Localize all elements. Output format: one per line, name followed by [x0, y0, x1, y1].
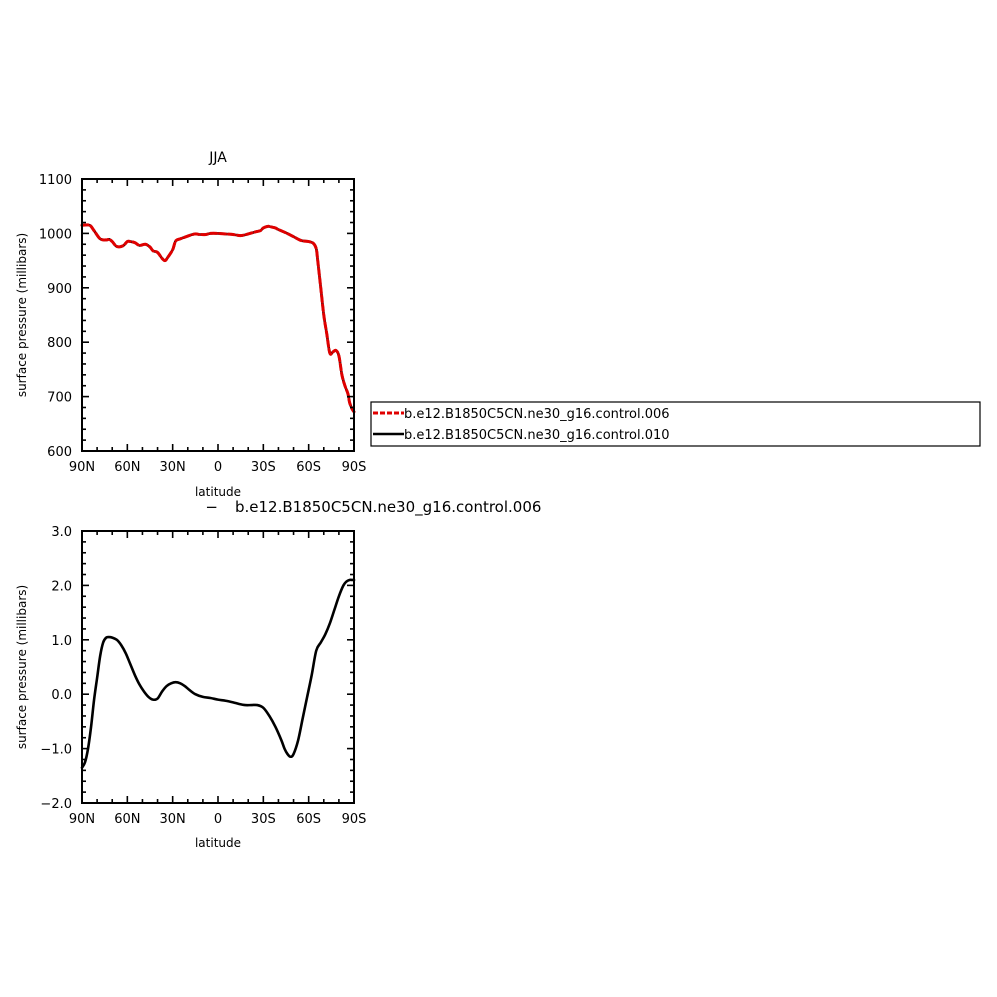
chart-bottom-xtick-label: 90N	[69, 812, 95, 827]
chart-top-xtick-label: 60S	[296, 460, 321, 475]
chart-bottom-xtick-label: 60N	[114, 812, 140, 827]
chart-bottom-ytick-label: 3.0	[51, 525, 72, 540]
chart-bottom-ytick-label: −2.0	[40, 797, 72, 812]
chart-top-xtick-label: 30S	[251, 460, 276, 475]
chart-top-ytick-label: 1000	[39, 227, 72, 242]
chart-top-series-line-1	[80, 223, 356, 414]
chart-bottom-ylabel: surface pressure (millibars)	[15, 585, 29, 749]
chart-top-xtick-label: 30N	[160, 460, 186, 475]
chart-top-ytick-label: 900	[47, 282, 72, 297]
chart-top-ytick-label: 1100	[39, 173, 72, 188]
chart-bottom: − b.e12.B1850C5CN.ne30_g16.control.006 9…	[15, 498, 541, 850]
chart-bottom-ytick-label: −1.0	[40, 743, 72, 758]
legend-label-006: b.e12.B1850C5CN.ne30_g16.control.006	[404, 407, 670, 422]
chart-top-ytick-label: 800	[47, 336, 72, 351]
chart-top-xlabel: latitude	[195, 485, 241, 499]
chart-bottom-xtick-label: 90S	[342, 812, 367, 827]
chart-top-frame	[81, 178, 355, 452]
chart-top-xtick-label: 90S	[342, 460, 367, 475]
chart-top: JJA 90N 60N 30N 0 30S 60S 90S 600 700 800 900 1000 1…	[15, 150, 366, 499]
chart-bottom-xtick-label: 30S	[251, 812, 276, 827]
legend-box	[370, 401, 981, 447]
chart-bottom-xlabel: latitude	[195, 836, 241, 850]
chart-bottom-xtick-label: 30N	[160, 812, 186, 827]
chart-top-ytick-label: 600	[47, 445, 72, 460]
chart-top-xtick-label: 60N	[114, 460, 140, 475]
chart-bottom-xtick-label: 60S	[296, 812, 321, 827]
chart-top-xtick-label: 90N	[69, 460, 95, 475]
chart-bottom-series-line-0	[80, 578, 356, 769]
chart-top-xtick-label: 0	[214, 460, 222, 475]
legend-label-010: b.e12.B1850C5CN.ne30_g16.control.010	[404, 428, 670, 443]
chart-bottom-ytick-label: 1.0	[51, 634, 72, 649]
chart-top-ylabel: surface pressure (millibars)	[15, 233, 29, 397]
chart-top-title: JJA	[208, 150, 227, 166]
chart-bottom-ytick-label: 2.0	[51, 579, 72, 594]
chart-top-series-line-0	[80, 223, 356, 414]
chart-top-ytick-label: 700	[47, 391, 72, 406]
chart-bottom-title: b.e12.B1850C5CN.ne30_g16.control.006	[235, 498, 541, 517]
chart-bottom-ytick-label: 0.0	[51, 688, 72, 703]
chart-bottom-title-prefix: −	[205, 498, 218, 516]
legend: b.e12.B1850C5CN.ne30_g16.control.006 b.e…	[370, 401, 981, 447]
chart-bottom-xtick-label: 0	[214, 812, 222, 827]
